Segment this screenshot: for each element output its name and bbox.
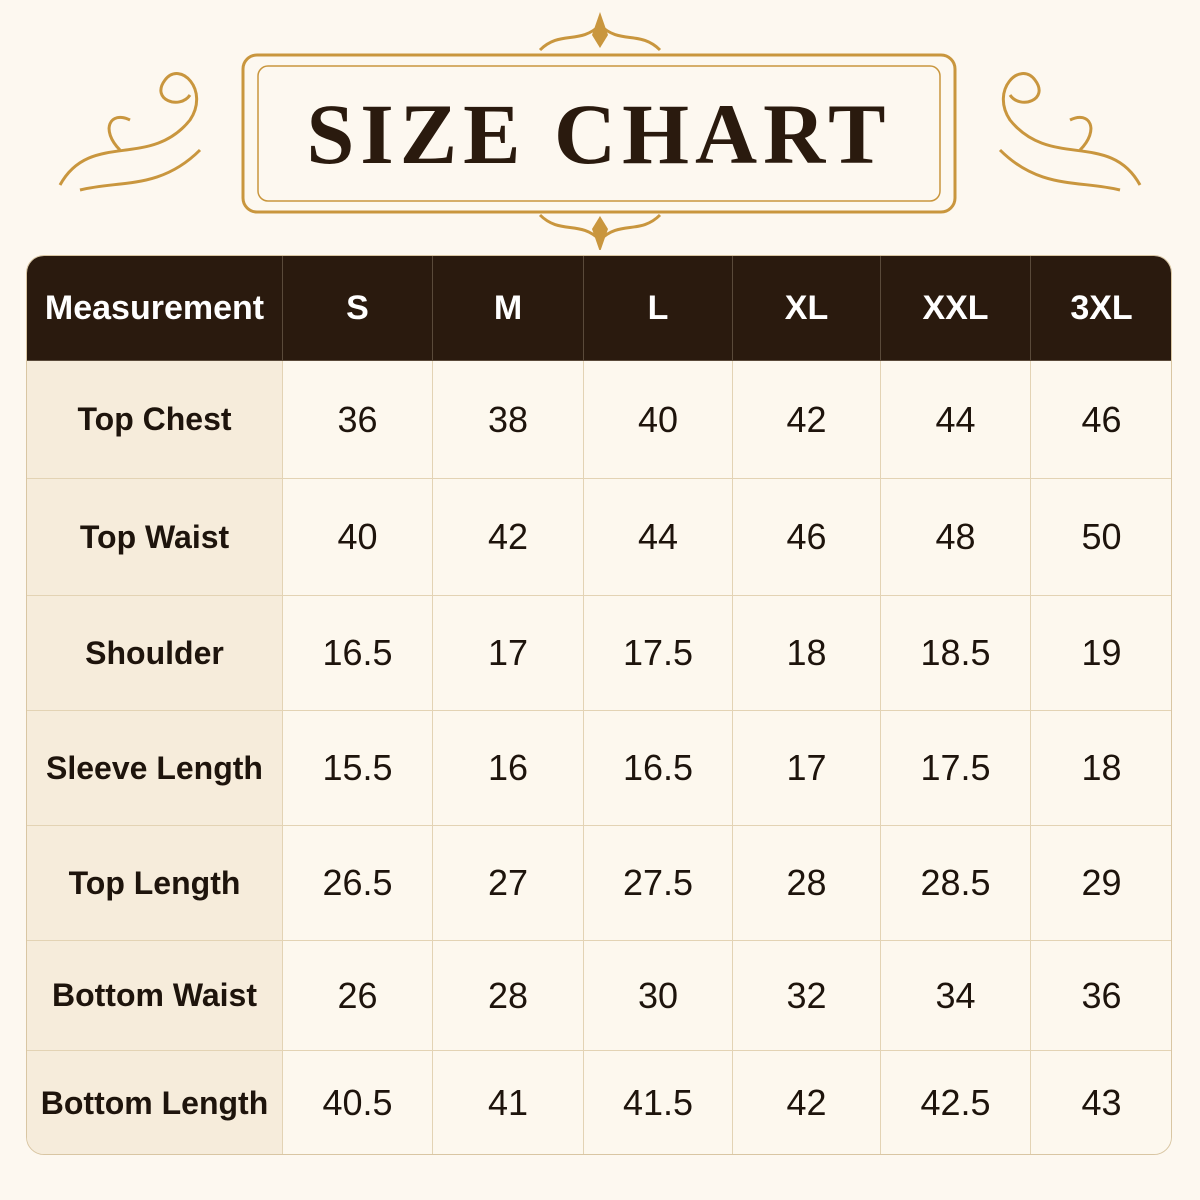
row-label: Sleeve Length — [27, 711, 283, 826]
size-value: 18 — [733, 596, 881, 711]
row-label: Shoulder — [27, 596, 283, 711]
row-label: Bottom Waist — [27, 941, 283, 1051]
size-value: 44 — [881, 361, 1031, 479]
size-value: 40 — [584, 361, 733, 479]
size-value: 44 — [584, 479, 733, 596]
size-value: 32 — [733, 941, 881, 1051]
decoration — [58, 12, 1142, 250]
size-value: 38 — [433, 361, 584, 479]
size-value: 28.5 — [881, 826, 1031, 941]
size-value: 16 — [433, 711, 584, 826]
size-value: 41 — [433, 1051, 584, 1154]
size-value: 41.5 — [584, 1051, 733, 1154]
title-frame — [241, 53, 957, 214]
ornament — [79, 115, 202, 192]
size-value: 16.5 — [283, 596, 433, 711]
size-value: 26 — [283, 941, 433, 1051]
size-value: 36 — [1031, 941, 1171, 1051]
size-value: 27 — [433, 826, 584, 941]
size-value: 46 — [1031, 361, 1171, 479]
size-table: Measurement S M L XL XXL 3XL Top Chest 36 38 40 42 4… — [26, 255, 1172, 1155]
size-value: 42 — [733, 361, 881, 479]
size-value: 36 — [283, 361, 433, 479]
size-value: 19 — [1031, 596, 1171, 711]
size-value: 18 — [1031, 711, 1171, 826]
ornament — [1001, 72, 1142, 186]
size-value: 28 — [433, 941, 584, 1051]
size-value: 29 — [1031, 826, 1171, 941]
column-header: L — [584, 256, 733, 361]
size-value: 27.5 — [584, 826, 733, 941]
size-value: 16.5 — [584, 711, 733, 826]
column-header: XXL — [881, 256, 1031, 361]
title-frame-inner — [257, 65, 941, 202]
size-value: 17.5 — [881, 711, 1031, 826]
column-header: Measurement — [27, 256, 283, 361]
size-value: 43 — [1031, 1051, 1171, 1154]
size-value: 26.5 — [283, 826, 433, 941]
size-value: 40.5 — [283, 1051, 433, 1154]
ornament — [592, 12, 608, 48]
column-header: M — [433, 256, 584, 361]
column-header: 3XL — [1031, 256, 1171, 361]
row-label: Top Chest — [27, 361, 283, 479]
size-value: 17.5 — [584, 596, 733, 711]
size-value: 18.5 — [881, 596, 1031, 711]
column-header: XL — [733, 256, 881, 361]
ornament — [58, 72, 199, 186]
ornament — [998, 115, 1121, 192]
size-value: 48 — [881, 479, 1031, 596]
ornament — [592, 216, 608, 250]
size-value: 42.5 — [881, 1051, 1031, 1154]
column-header: S — [283, 256, 433, 361]
size-value: 28 — [733, 826, 881, 941]
size-value: 42 — [733, 1051, 881, 1154]
title: SIZE CHART — [306, 85, 892, 182]
row-label: Top Waist — [27, 479, 283, 596]
size-value: 17 — [733, 711, 881, 826]
size-value: 30 — [584, 941, 733, 1051]
size-value: 40 — [283, 479, 433, 596]
size-value: 42 — [433, 479, 584, 596]
row-label: Bottom Length — [27, 1051, 283, 1154]
size-value: 15.5 — [283, 711, 433, 826]
row-label: Top Length — [27, 826, 283, 941]
size-value: 50 — [1031, 479, 1171, 596]
size-value: 34 — [881, 941, 1031, 1051]
size-value: 17 — [433, 596, 584, 711]
size-value: 46 — [733, 479, 881, 596]
